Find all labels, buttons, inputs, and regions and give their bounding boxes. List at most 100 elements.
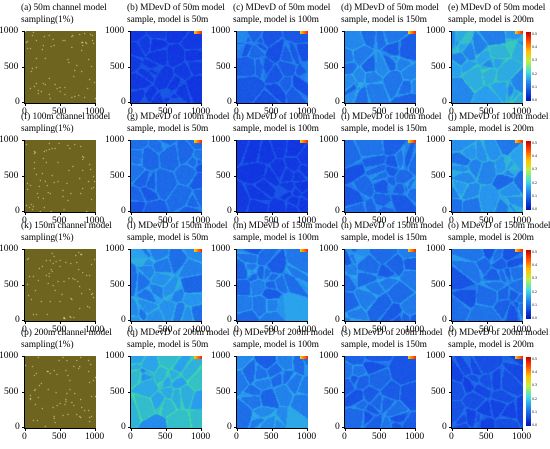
x-tick-label-b-0: 0 xyxy=(128,106,133,117)
y-tick-mark-q-2 xyxy=(128,427,130,428)
x-tick-mark-f-0 xyxy=(25,213,26,215)
x-tick-mark-g-2 xyxy=(201,213,202,215)
y-tick-label-a-2: 0 xyxy=(15,96,20,107)
panel-canvas-h xyxy=(237,140,308,212)
x-tick-mark-k-2 xyxy=(95,322,96,324)
x-tick-label-e-2: 1000 xyxy=(512,106,532,117)
x-tick-label-o-2: 1000 xyxy=(512,324,532,335)
y-tick-label-e-0: 1000 xyxy=(426,25,446,36)
y-tick-mark-f-0 xyxy=(22,140,24,141)
panel-map-b xyxy=(131,31,202,103)
x-tick-mark-i-1 xyxy=(380,213,381,215)
panel-map-a xyxy=(25,31,96,103)
x-tick-label-n-1: 500 xyxy=(372,324,387,335)
y-axis-line-t xyxy=(451,356,452,429)
panel-subtitle-b: sample, model is 50m xyxy=(127,15,209,25)
x-tick-mark-c-0 xyxy=(237,104,238,106)
x-tick-label-c-2: 1000 xyxy=(297,106,317,117)
x-tick-mark-l-0 xyxy=(131,322,132,324)
panel-title-l: (l) MDevD of 150m model xyxy=(127,221,228,231)
panel-subtitle-q: sample, model is 50m xyxy=(127,340,209,350)
y-tick-mark-r-0 xyxy=(234,356,236,357)
y-tick-label-l-1: 500 xyxy=(110,279,125,290)
y-tick-label-b-2: 0 xyxy=(121,96,126,107)
x-tick-label-o-1: 500 xyxy=(479,324,494,335)
y-tick-mark-j-2 xyxy=(449,211,451,212)
panel-canvas-f xyxy=(25,140,96,212)
x-tick-mark-n-1 xyxy=(380,322,381,324)
y-tick-mark-p-1 xyxy=(22,392,24,393)
x-axis-line-l xyxy=(130,321,202,322)
x-tick-label-q-0: 0 xyxy=(128,431,133,442)
x-tick-mark-k-1 xyxy=(60,322,61,324)
panel-canvas-k xyxy=(25,249,96,321)
panel-map-s xyxy=(345,356,416,428)
x-tick-mark-e-0 xyxy=(452,104,453,106)
x-tick-mark-l-2 xyxy=(201,322,202,324)
colorbar-label-o-2: 0.3 xyxy=(532,276,538,280)
x-tick-mark-r-2 xyxy=(307,429,308,431)
panel-title-p: (p) 200m channel model xyxy=(21,328,112,338)
panel-map-e xyxy=(452,31,523,103)
y-tick-mark-e-2 xyxy=(449,102,451,103)
x-tick-label-g-1: 500 xyxy=(158,215,173,226)
x-tick-label-h-0: 0 xyxy=(234,215,239,226)
x-tick-label-e-0: 0 xyxy=(449,106,454,117)
panel-map-h xyxy=(237,140,308,212)
x-tick-label-g-2: 1000 xyxy=(191,215,211,226)
panel-subtitle-m: sample, model is 100m xyxy=(233,233,319,243)
panel-title-a: (a) 50m channel model xyxy=(21,3,107,13)
y-axis-line-c xyxy=(236,31,237,104)
y-tick-mark-c-0 xyxy=(234,31,236,32)
y-tick-label-q-0: 1000 xyxy=(105,350,125,361)
x-tick-mark-q-1 xyxy=(166,429,167,431)
x-tick-label-d-0: 0 xyxy=(342,106,347,117)
colorbar-label-t-1: 0.4 xyxy=(532,370,538,374)
y-tick-label-k-2: 0 xyxy=(15,314,20,325)
x-tick-label-l-1: 500 xyxy=(158,324,173,335)
y-axis-line-h xyxy=(236,140,237,213)
y-tick-mark-j-0 xyxy=(449,140,451,141)
y-tick-label-q-2: 0 xyxy=(121,421,126,432)
panel-map-d xyxy=(345,31,416,103)
y-axis-line-p xyxy=(24,356,25,429)
panel-canvas-n xyxy=(345,249,416,321)
y-tick-mark-a-1 xyxy=(22,67,24,68)
y-tick-mark-o-2 xyxy=(449,320,451,321)
x-tick-mark-g-1 xyxy=(166,213,167,215)
panel-canvas-p xyxy=(25,356,96,428)
y-tick-mark-g-0 xyxy=(128,140,130,141)
x-tick-label-l-0: 0 xyxy=(128,324,133,335)
y-tick-mark-r-1 xyxy=(234,392,236,393)
colorbar-label-o-3: 0.2 xyxy=(532,290,538,294)
y-tick-mark-t-2 xyxy=(449,427,451,428)
panel-canvas-r xyxy=(237,356,308,428)
panel-subtitle-j: sample, model is 200m xyxy=(448,124,534,134)
panel-title-i: (i) MDevD of 100m model xyxy=(341,112,442,122)
y-tick-mark-l-0 xyxy=(128,249,130,250)
x-tick-label-a-0: 0 xyxy=(22,106,27,117)
x-tick-label-s-0: 0 xyxy=(342,431,347,442)
x-tick-mark-o-2 xyxy=(522,322,523,324)
y-axis-line-e xyxy=(451,31,452,104)
y-tick-mark-k-1 xyxy=(22,285,24,286)
y-axis-line-b xyxy=(130,31,131,104)
y-tick-label-m-2: 0 xyxy=(227,314,232,325)
x-tick-mark-b-1 xyxy=(166,104,167,106)
x-tick-mark-e-2 xyxy=(522,104,523,106)
x-tick-label-r-1: 500 xyxy=(264,431,279,442)
y-axis-line-g xyxy=(130,140,131,213)
panel-map-k xyxy=(25,249,96,321)
x-tick-mark-p-2 xyxy=(95,429,96,431)
panel-map-n xyxy=(345,249,416,321)
y-tick-mark-l-2 xyxy=(128,320,130,321)
x-tick-mark-s-0 xyxy=(345,429,346,431)
panel-subtitle-t: sample, model is 200m xyxy=(448,340,534,350)
panel-map-l xyxy=(131,249,202,321)
x-tick-mark-e-1 xyxy=(487,104,488,106)
y-axis-line-r xyxy=(236,356,237,429)
y-tick-mark-f-2 xyxy=(22,211,24,212)
x-tick-mark-c-1 xyxy=(272,104,273,106)
y-axis-line-m xyxy=(236,249,237,322)
y-tick-mark-o-1 xyxy=(449,285,451,286)
